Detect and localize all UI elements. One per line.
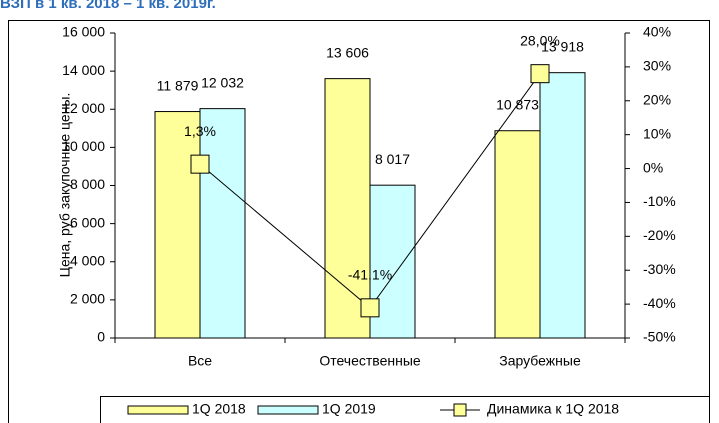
y-tick-label: 16 000 bbox=[62, 24, 105, 40]
y-tick-label: 10 000 bbox=[62, 138, 105, 154]
y-tick-label: 14 000 bbox=[62, 62, 105, 78]
bar bbox=[154, 111, 201, 339]
y2-tick-label: -20% bbox=[643, 227, 676, 243]
legend-label: 1Q 2019 bbox=[322, 401, 376, 417]
chart-title: ВЗП в 1 кв. 2018 – 1 кв. 2019г. bbox=[0, 0, 216, 12]
y2-tick-label: 10% bbox=[643, 125, 671, 141]
y2-tick-label: 0% bbox=[643, 159, 663, 175]
bar bbox=[324, 78, 371, 339]
x-tick-label: Все bbox=[188, 353, 212, 369]
y2-tick-label: -10% bbox=[643, 193, 676, 209]
legend-box bbox=[100, 396, 710, 423]
x-tick-label: Зарубежные bbox=[499, 353, 581, 369]
y-tick-label: 12 000 bbox=[62, 100, 105, 116]
y2-tick-label: 40% bbox=[643, 24, 671, 40]
y-axis-label: Цена, руб закупочные цены. bbox=[57, 93, 73, 278]
chart-border bbox=[8, 20, 710, 423]
y2-tick-label: -50% bbox=[643, 329, 676, 345]
y-tick-label: 4 000 bbox=[70, 252, 105, 268]
legend-label: Динамика к 1Q 2018 bbox=[487, 401, 619, 417]
bar bbox=[199, 108, 246, 339]
line-marker bbox=[530, 64, 550, 84]
y2-tick-label: -30% bbox=[643, 261, 676, 277]
line-marker bbox=[360, 298, 380, 318]
legend-marker bbox=[453, 403, 467, 417]
legend-label: 1Q 2018 bbox=[192, 401, 246, 417]
y-tick-label: 8 000 bbox=[70, 176, 105, 192]
bar-value-label: 11 879 bbox=[157, 77, 199, 93]
line-marker bbox=[190, 154, 210, 174]
x-tick-label: Отечественные bbox=[319, 353, 421, 369]
bar-value-label: 13 606 bbox=[326, 44, 369, 60]
y-tick-label: 2 000 bbox=[70, 291, 105, 307]
bar-value-label: 8 017 bbox=[375, 151, 410, 167]
y2-tick-label: 30% bbox=[643, 58, 671, 74]
line-value-label: 1,3% bbox=[184, 123, 216, 139]
y-tick-label: 6 000 bbox=[70, 214, 105, 230]
y2-tick-label: -40% bbox=[643, 295, 676, 311]
bar bbox=[494, 130, 541, 339]
legend-swatch bbox=[127, 405, 189, 415]
legend-swatch bbox=[257, 405, 319, 415]
line-value-label: -41,1% bbox=[348, 267, 392, 283]
y-tick-label: 0 bbox=[97, 329, 105, 345]
line-value-label: 28,0% bbox=[520, 32, 560, 48]
bar bbox=[539, 72, 586, 339]
bar-value-label: 12 032 bbox=[201, 74, 244, 90]
y2-tick-label: 20% bbox=[643, 91, 671, 107]
bar-value-label: 13 918 bbox=[541, 38, 584, 54]
